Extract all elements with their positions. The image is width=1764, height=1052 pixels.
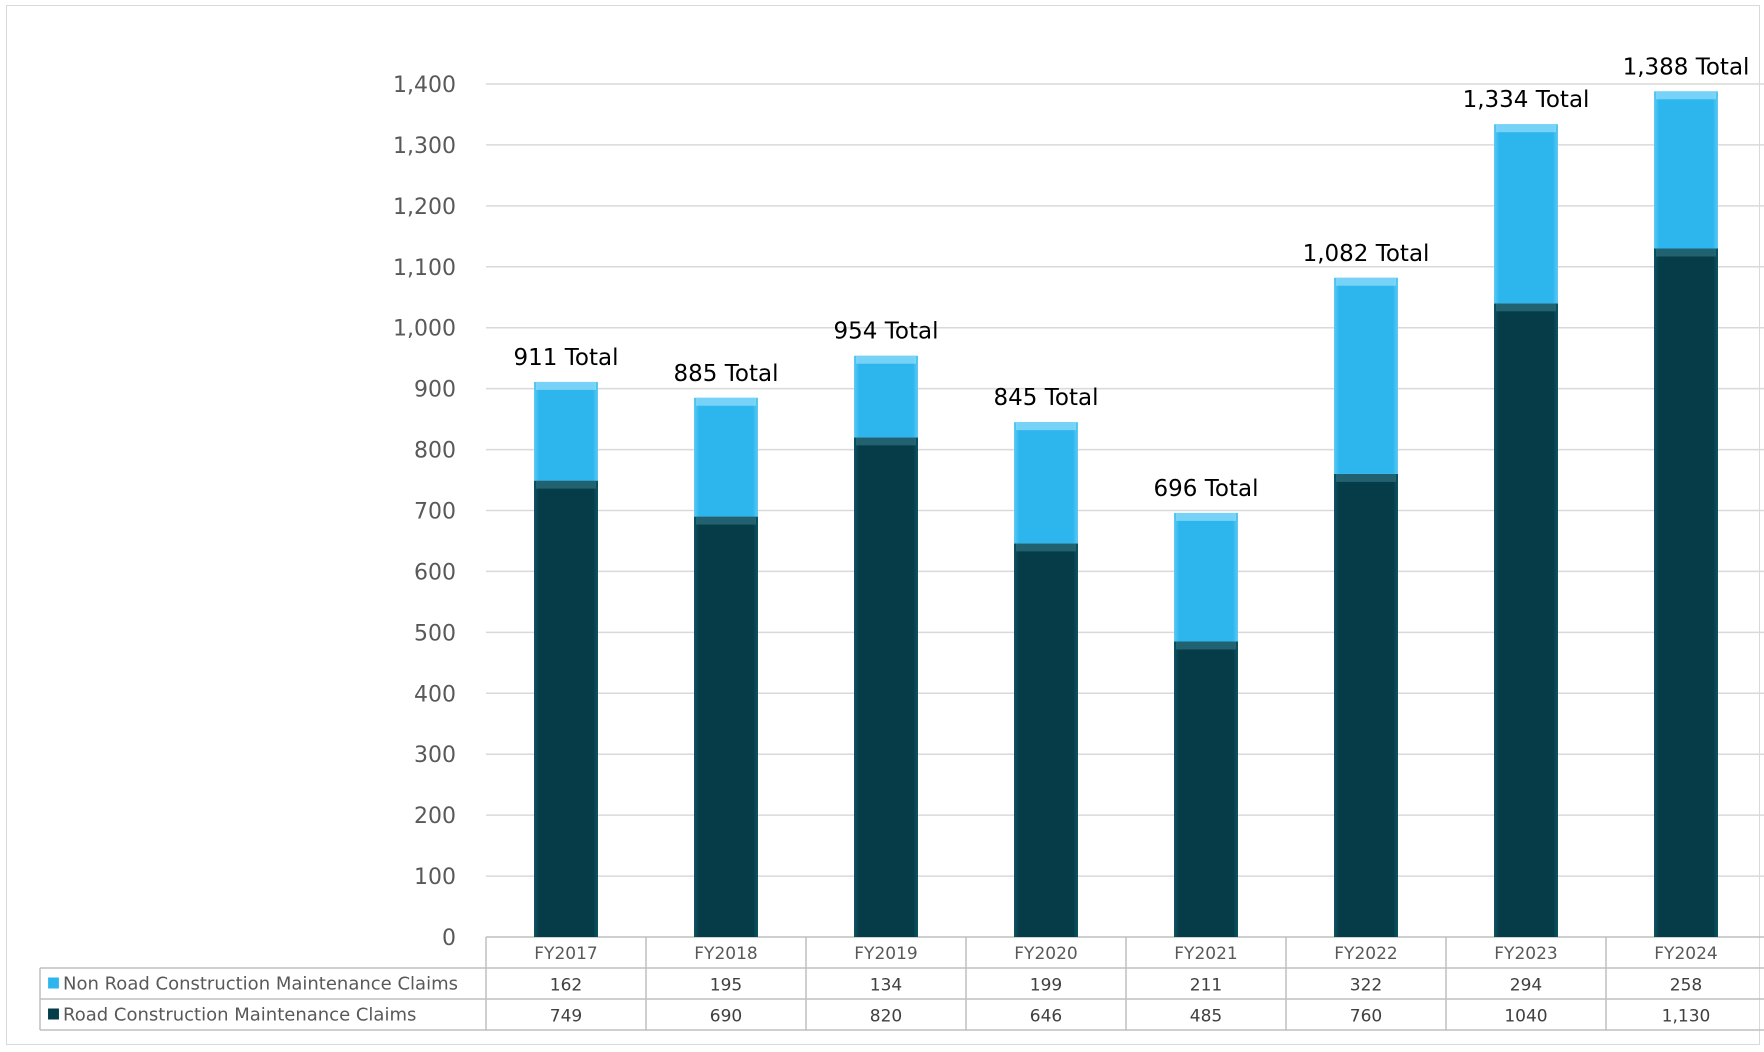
bar-bevel bbox=[696, 397, 756, 406]
x-tick-label: FY2019 bbox=[854, 944, 917, 964]
bar-road-claims bbox=[1654, 248, 1718, 937]
table-cell: 485 bbox=[1190, 1007, 1222, 1027]
bar-bevel bbox=[1336, 473, 1396, 482]
bar-non-road-claims bbox=[1334, 277, 1398, 474]
bar-bevel bbox=[536, 480, 596, 489]
bar-bevel bbox=[1496, 303, 1556, 312]
bar-road-claims bbox=[1334, 473, 1398, 937]
x-tick-label: FY2022 bbox=[1334, 944, 1397, 964]
bar-non-road-claims bbox=[1174, 512, 1238, 642]
table-cell: 211 bbox=[1190, 976, 1222, 996]
y-tick-label: 400 bbox=[414, 682, 456, 707]
bar-non-road-claims bbox=[534, 381, 598, 481]
bar-non-road-claims bbox=[1654, 91, 1718, 249]
y-tick-label: 0 bbox=[442, 926, 456, 951]
table-cell: 294 bbox=[1510, 976, 1542, 996]
bar-road-claims bbox=[1494, 303, 1558, 937]
bar-bevel bbox=[1336, 277, 1396, 286]
bar-road-claims bbox=[534, 480, 598, 937]
y-tick-label: 200 bbox=[414, 804, 456, 829]
table-cell: 134 bbox=[870, 976, 902, 996]
y-tick-label: 100 bbox=[414, 865, 456, 890]
y-tick-label: 1,100 bbox=[393, 256, 456, 281]
table-cell: 195 bbox=[710, 976, 742, 996]
x-tick-label: FY2020 bbox=[1014, 944, 1077, 964]
total-label: 1,334 Total bbox=[1463, 87, 1590, 113]
bar-bevel bbox=[856, 437, 916, 446]
bar-road-claims bbox=[854, 437, 918, 937]
y-tick-label: 1,200 bbox=[393, 195, 456, 220]
table-cell: 690 bbox=[710, 1007, 742, 1027]
bar-bevel bbox=[1176, 512, 1236, 521]
y-tick-label: 800 bbox=[414, 439, 456, 464]
total-label: 1,388 Total bbox=[1623, 54, 1750, 80]
table-cell: 646 bbox=[1030, 1007, 1062, 1027]
y-tick-label: 1,400 bbox=[393, 73, 456, 98]
bar-bevel bbox=[856, 355, 916, 364]
table-cell: 820 bbox=[870, 1007, 902, 1027]
table-cell: 162 bbox=[550, 976, 582, 996]
bar-non-road-claims bbox=[854, 355, 918, 438]
y-tick-label: 700 bbox=[414, 500, 456, 525]
table-cell: 749 bbox=[550, 1007, 582, 1027]
bar-road-claims bbox=[694, 516, 758, 937]
table-cell: 258 bbox=[1670, 976, 1702, 996]
x-tick-label: FY2021 bbox=[1174, 944, 1237, 964]
y-tick-label: 600 bbox=[414, 560, 456, 585]
total-label: 911 Total bbox=[514, 345, 619, 371]
total-label: 1,082 Total bbox=[1303, 241, 1430, 267]
bar-bevel bbox=[696, 516, 756, 525]
table-cell: 322 bbox=[1350, 976, 1382, 996]
x-tick-label: FY2024 bbox=[1654, 944, 1717, 964]
bar-bevel bbox=[1656, 248, 1716, 257]
legend-key-non-road bbox=[48, 977, 59, 989]
bar-bevel bbox=[1016, 422, 1076, 431]
y-tick-label: 1,300 bbox=[393, 134, 456, 159]
bar-bevel bbox=[1496, 124, 1556, 133]
bar-bevel bbox=[1656, 91, 1716, 100]
x-tick-label: FY2023 bbox=[1494, 944, 1557, 964]
bar-non-road-claims bbox=[1494, 124, 1558, 304]
bar-bevel bbox=[1176, 641, 1236, 650]
total-label: 954 Total bbox=[834, 319, 939, 345]
table-cell: 1040 bbox=[1504, 1007, 1547, 1027]
bar-road-claims bbox=[1014, 543, 1078, 937]
total-label: 696 Total bbox=[1154, 476, 1259, 502]
table-cell: 199 bbox=[1030, 976, 1062, 996]
bar-non-road-claims bbox=[1014, 422, 1078, 544]
bar-bevel bbox=[536, 381, 596, 390]
y-tick-label: 1,000 bbox=[393, 317, 456, 342]
x-tick-label: FY2018 bbox=[694, 944, 757, 964]
bar-non-road-claims bbox=[694, 397, 758, 517]
bar-bevel bbox=[1016, 543, 1076, 552]
legend-key-road bbox=[48, 1008, 59, 1020]
total-label: 885 Total bbox=[674, 361, 779, 387]
y-tick-label: 500 bbox=[414, 621, 456, 646]
x-tick-label: FY2017 bbox=[534, 944, 597, 964]
table-cell: 760 bbox=[1350, 1007, 1382, 1027]
chart-frame bbox=[6, 5, 1760, 1045]
y-tick-label: 900 bbox=[414, 378, 456, 403]
total-label: 845 Total bbox=[994, 385, 1099, 411]
series-label: Road Construction Maintenance Claims bbox=[63, 1005, 416, 1026]
bar-road-claims bbox=[1174, 641, 1238, 937]
y-tick-label: 300 bbox=[414, 743, 456, 768]
table-cell: 1,130 bbox=[1662, 1007, 1711, 1027]
series-label: Non Road Construction Maintenance Claims bbox=[63, 974, 458, 995]
